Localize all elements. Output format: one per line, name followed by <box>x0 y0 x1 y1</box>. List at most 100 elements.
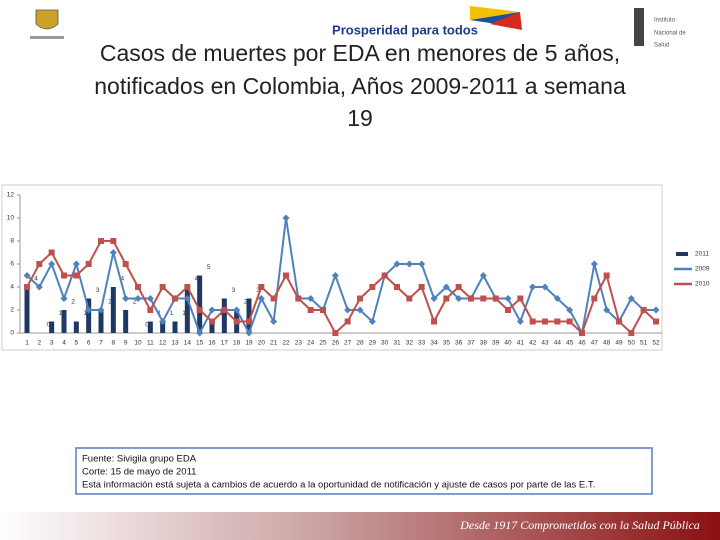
marker <box>406 295 413 302</box>
bar <box>197 275 203 333</box>
marker <box>652 306 660 314</box>
marker <box>468 295 474 302</box>
x-tick-label: 19 <box>245 340 253 347</box>
marker <box>24 284 30 290</box>
marker <box>616 318 622 325</box>
footer: Desde 1917 Comprometidos con la Salud Pú… <box>459 518 700 532</box>
marker <box>590 260 598 268</box>
bar-label: 1 <box>84 310 88 317</box>
marker <box>134 295 142 302</box>
marker <box>579 330 585 336</box>
marker <box>61 272 67 279</box>
marker <box>344 318 351 325</box>
title: notificados en Colombia, Años 2009-2011 … <box>94 73 626 99</box>
x-tick-label: 51 <box>640 340 648 347</box>
bar-label: 5 <box>207 264 211 271</box>
bar <box>246 298 252 333</box>
bar-label: 4 <box>121 276 125 283</box>
x-tick-label: 4 <box>62 340 66 347</box>
bar <box>172 321 178 333</box>
marker <box>381 272 388 279</box>
marker <box>159 284 166 290</box>
x-tick-label: 26 <box>332 340 340 347</box>
logo-center <box>470 6 522 30</box>
institute: Salud <box>654 43 669 49</box>
x-tick-label: 12 <box>159 340 167 347</box>
marker <box>553 295 561 302</box>
marker <box>73 272 80 279</box>
marker <box>627 295 635 302</box>
bar <box>209 321 215 333</box>
x-tick-label: 25 <box>319 340 327 347</box>
marker <box>405 260 413 268</box>
marker <box>517 295 524 302</box>
marker <box>332 330 339 336</box>
x-tick-label: 18 <box>233 340 241 347</box>
marker <box>183 295 191 302</box>
legend-label: 2010 <box>695 281 710 288</box>
bar <box>73 321 79 333</box>
x-tick-label: 38 <box>480 340 488 347</box>
x-tick-label: 45 <box>566 340 574 347</box>
legend-swatch <box>676 252 688 256</box>
x-tick-label: 21 <box>270 340 278 347</box>
marker <box>628 330 635 336</box>
x-tick-label: 33 <box>418 340 426 347</box>
bar-label: 4 <box>34 276 38 283</box>
marker <box>542 318 548 325</box>
x-tick-label: 32 <box>406 340 414 347</box>
x-tick-label: 48 <box>603 340 611 347</box>
marker <box>246 318 252 325</box>
marker <box>541 283 549 291</box>
marker <box>418 260 426 268</box>
bar-label: 3 <box>256 287 260 294</box>
x-tick-label: 41 <box>517 340 525 347</box>
marker <box>418 284 425 290</box>
source-line: Fuente: Sivigila grupo EDA <box>82 454 197 465</box>
marker <box>504 295 512 302</box>
marker <box>431 318 437 325</box>
marker <box>566 306 574 314</box>
marker <box>270 318 278 325</box>
marker <box>393 260 401 268</box>
title: Casos de muertes por EDA en menores de 5… <box>100 40 620 66</box>
marker <box>282 214 290 222</box>
marker <box>48 249 55 256</box>
marker <box>209 318 215 325</box>
marker <box>653 318 659 325</box>
x-tick-label: 30 <box>381 340 389 347</box>
institute: Nacional de <box>654 31 686 37</box>
x-tick-label: 22 <box>282 340 290 347</box>
bar-label: 0 <box>47 322 51 329</box>
marker <box>270 295 277 302</box>
x-tick-label: 44 <box>554 340 562 347</box>
marker <box>233 318 240 325</box>
x-tick-label: 15 <box>196 340 204 347</box>
bar-label: 1 <box>59 310 63 317</box>
bar-label: 2 <box>71 299 75 306</box>
bar-label: 4 <box>195 276 199 283</box>
marker <box>479 272 487 279</box>
logo-right <box>634 8 644 46</box>
marker <box>640 307 647 313</box>
marker <box>72 260 80 268</box>
x-tick-label: 23 <box>295 340 303 347</box>
bar-label: 3 <box>232 287 236 294</box>
bar <box>123 310 129 333</box>
bar-label: 1 <box>170 310 174 317</box>
marker <box>295 295 302 302</box>
x-tick-label: 47 <box>591 340 599 347</box>
x-tick-label: 13 <box>171 340 179 347</box>
marker <box>331 272 339 279</box>
x-tick-label: 42 <box>529 340 537 347</box>
bar <box>110 287 116 333</box>
bar <box>184 287 190 333</box>
bar-label: 3 <box>96 287 100 294</box>
marker <box>455 295 463 302</box>
marker <box>516 318 524 325</box>
marker <box>233 306 241 314</box>
bar-label: 2 <box>244 299 248 306</box>
x-tick-label: 43 <box>541 340 549 347</box>
